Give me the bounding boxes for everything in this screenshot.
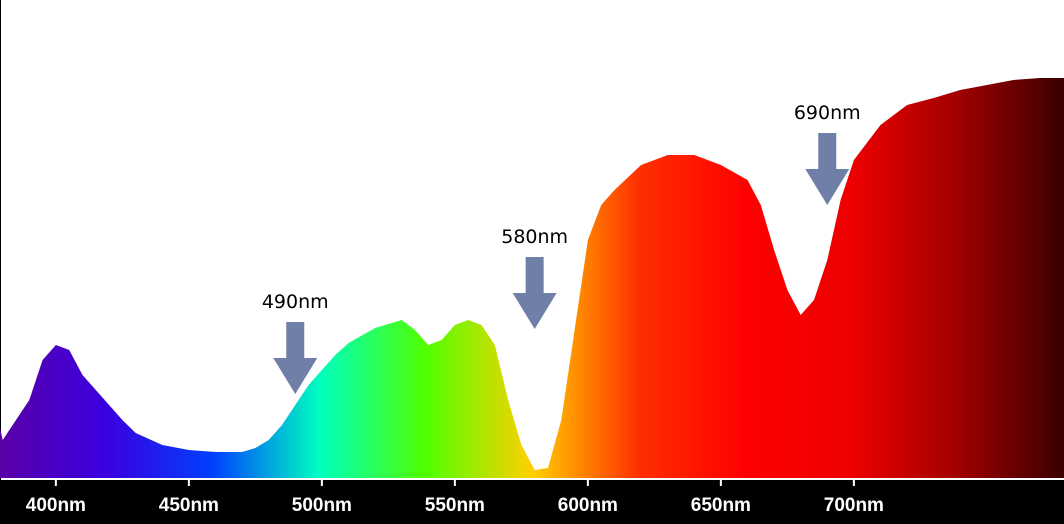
- x-tick-label: 400nm: [26, 495, 86, 516]
- axis-bar: [0, 480, 1064, 524]
- annotation-label: 580nm: [501, 226, 568, 248]
- x-tick-label: 700nm: [824, 495, 884, 516]
- x-tick-label: 500nm: [292, 495, 352, 516]
- annotation-arrow: [805, 133, 850, 205]
- x-tick-label: 650nm: [691, 495, 751, 516]
- annotation-arrow: [273, 322, 318, 394]
- annotation-label: 490nm: [262, 291, 329, 313]
- annotation-label: 690nm: [794, 102, 861, 124]
- spectrum-area: [0, 78, 1064, 478]
- x-tick-label: 550nm: [425, 495, 485, 516]
- x-tick-label: 600nm: [558, 495, 618, 516]
- annotation-arrow: [512, 257, 557, 329]
- x-tick-label: 450nm: [159, 495, 219, 516]
